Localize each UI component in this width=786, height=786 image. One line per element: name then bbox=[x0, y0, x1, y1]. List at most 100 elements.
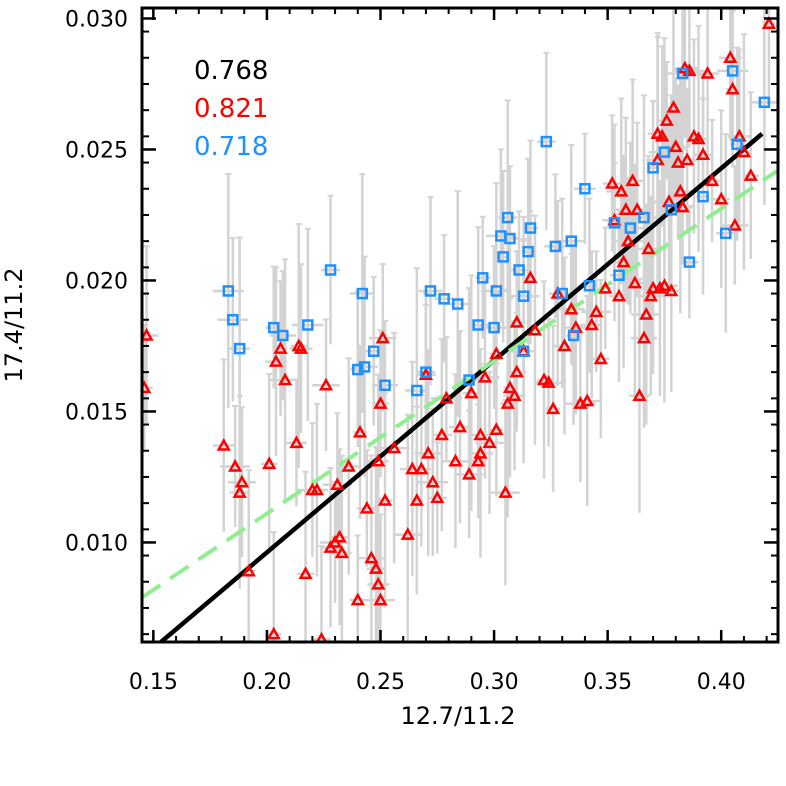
point-triangle-8 bbox=[266, 626, 281, 640]
x-tick-label-4: 0.35 bbox=[583, 670, 632, 695]
point-square-11 bbox=[379, 379, 391, 392]
x-tick-label-3: 0.30 bbox=[470, 670, 519, 695]
point-triangle-27 bbox=[352, 424, 368, 438]
point-square-5 bbox=[302, 319, 314, 331]
point-square-3 bbox=[267, 321, 280, 334]
x-tick-label-2: 0.25 bbox=[356, 670, 405, 695]
point-square-10 bbox=[367, 345, 380, 357]
x-tick-label-0: 0.15 bbox=[129, 670, 178, 695]
point-triangle-44 bbox=[425, 474, 440, 488]
plot-frame bbox=[140, 6, 780, 644]
point-square-50 bbox=[731, 138, 743, 150]
point-triangle-124 bbox=[616, 254, 631, 268]
point-triangle-94 bbox=[655, 128, 670, 142]
point-triangle-14 bbox=[293, 341, 309, 354]
point-triangle-117 bbox=[736, 144, 752, 158]
point-triangle-88 bbox=[641, 241, 656, 255]
point-triangle-11 bbox=[277, 372, 293, 386]
point-triangle-18 bbox=[315, 631, 328, 642]
y-axis-title: 17.4/11.2 bbox=[0, 268, 28, 383]
point-square-41 bbox=[638, 211, 650, 224]
point-triangle-65 bbox=[523, 270, 538, 284]
point-triangle-15 bbox=[298, 566, 313, 580]
point-square-34 bbox=[565, 235, 578, 247]
point-triangle-118 bbox=[743, 168, 758, 181]
data-points bbox=[142, 16, 777, 642]
point-triangle-54 bbox=[477, 369, 493, 383]
x-axis-title: 12.7/11.2 bbox=[401, 702, 516, 730]
y-tick-label-4: 0.030 bbox=[65, 7, 128, 32]
point-triangle-40 bbox=[409, 492, 424, 506]
point-triangle-98 bbox=[664, 283, 679, 297]
point-square-4 bbox=[277, 329, 289, 342]
point-triangle-125 bbox=[473, 427, 488, 441]
point-triangle-58 bbox=[498, 485, 513, 498]
point-triangle-3 bbox=[228, 458, 243, 472]
point-triangle-48 bbox=[448, 453, 463, 467]
point-triangle-61 bbox=[507, 388, 522, 401]
point-triangle-37 bbox=[387, 440, 402, 454]
point-triangle-12 bbox=[289, 435, 304, 449]
point-triangle-6 bbox=[241, 563, 256, 577]
point-triangle-19 bbox=[318, 377, 334, 391]
point-square-0 bbox=[222, 285, 235, 297]
point-square-33 bbox=[556, 287, 568, 300]
point-triangle-85 bbox=[632, 388, 647, 401]
point-triangle-93 bbox=[652, 280, 668, 294]
point-triangle-2 bbox=[216, 437, 231, 451]
point-triangle-9 bbox=[268, 354, 284, 367]
point-triangle-112 bbox=[714, 191, 729, 205]
point-triangle-82 bbox=[625, 173, 640, 187]
point-square-49 bbox=[726, 65, 739, 77]
point-square-20 bbox=[488, 321, 500, 334]
point-triangle-33 bbox=[371, 453, 386, 467]
point-triangle-59 bbox=[500, 396, 515, 409]
point-triangle-41 bbox=[414, 461, 429, 475]
point-triangle-7 bbox=[262, 456, 277, 470]
point-triangle-1 bbox=[142, 380, 152, 394]
point-triangle-63 bbox=[509, 314, 524, 328]
point-triangle-60 bbox=[502, 380, 518, 394]
point-triangle-121 bbox=[527, 322, 543, 336]
point-triangle-29 bbox=[364, 550, 379, 564]
point-triangle-110 bbox=[700, 65, 715, 79]
point-triangle-120 bbox=[541, 375, 556, 388]
point-square-42 bbox=[647, 162, 659, 174]
point-triangle-36 bbox=[375, 330, 390, 344]
point-triangle-73 bbox=[584, 317, 599, 331]
correlation-labels: 0.768 0.821 0.718 bbox=[194, 56, 268, 162]
point-square-9 bbox=[358, 361, 371, 373]
point-square-7 bbox=[352, 363, 364, 376]
point-square-27 bbox=[517, 290, 530, 302]
x-tick-label-1: 0.20 bbox=[242, 670, 291, 695]
point-triangle-52 bbox=[471, 453, 486, 467]
point-triangle-80 bbox=[618, 202, 633, 215]
point-triangle-23 bbox=[332, 529, 347, 543]
point-triangle-34 bbox=[373, 396, 388, 409]
point-triangle-28 bbox=[359, 500, 374, 514]
point-triangle-32 bbox=[373, 592, 388, 606]
point-triangle-24 bbox=[334, 545, 350, 559]
point-triangle-69 bbox=[564, 301, 579, 315]
point-triangle-56 bbox=[489, 422, 504, 436]
point-triangle-55 bbox=[482, 435, 497, 449]
point-square-6 bbox=[324, 264, 337, 276]
axis-ticks: 0.15 0.20 0.25 0.30 0.35 0.40 0.010 0.015 0.020 0… bbox=[65, 7, 778, 695]
point-square-45 bbox=[676, 67, 689, 80]
point-triangle-86 bbox=[636, 330, 652, 344]
point-triangle-76 bbox=[605, 175, 620, 189]
point-triangle-101 bbox=[670, 154, 686, 168]
point-triangle-30 bbox=[368, 561, 384, 574]
point-triangle-38 bbox=[400, 527, 415, 540]
point-triangle-68 bbox=[557, 338, 572, 352]
point-triangle-77 bbox=[607, 212, 622, 226]
point-triangle-113 bbox=[723, 50, 738, 64]
point-triangle-47 bbox=[439, 390, 454, 404]
correlation-label-2: 0.718 bbox=[194, 132, 268, 162]
point-square-12 bbox=[411, 384, 423, 397]
point-square-14 bbox=[424, 285, 437, 297]
point-triangle-72 bbox=[580, 393, 595, 407]
point-square-51 bbox=[758, 96, 771, 109]
point-triangle-53 bbox=[473, 445, 488, 459]
point-square-2 bbox=[233, 342, 246, 355]
